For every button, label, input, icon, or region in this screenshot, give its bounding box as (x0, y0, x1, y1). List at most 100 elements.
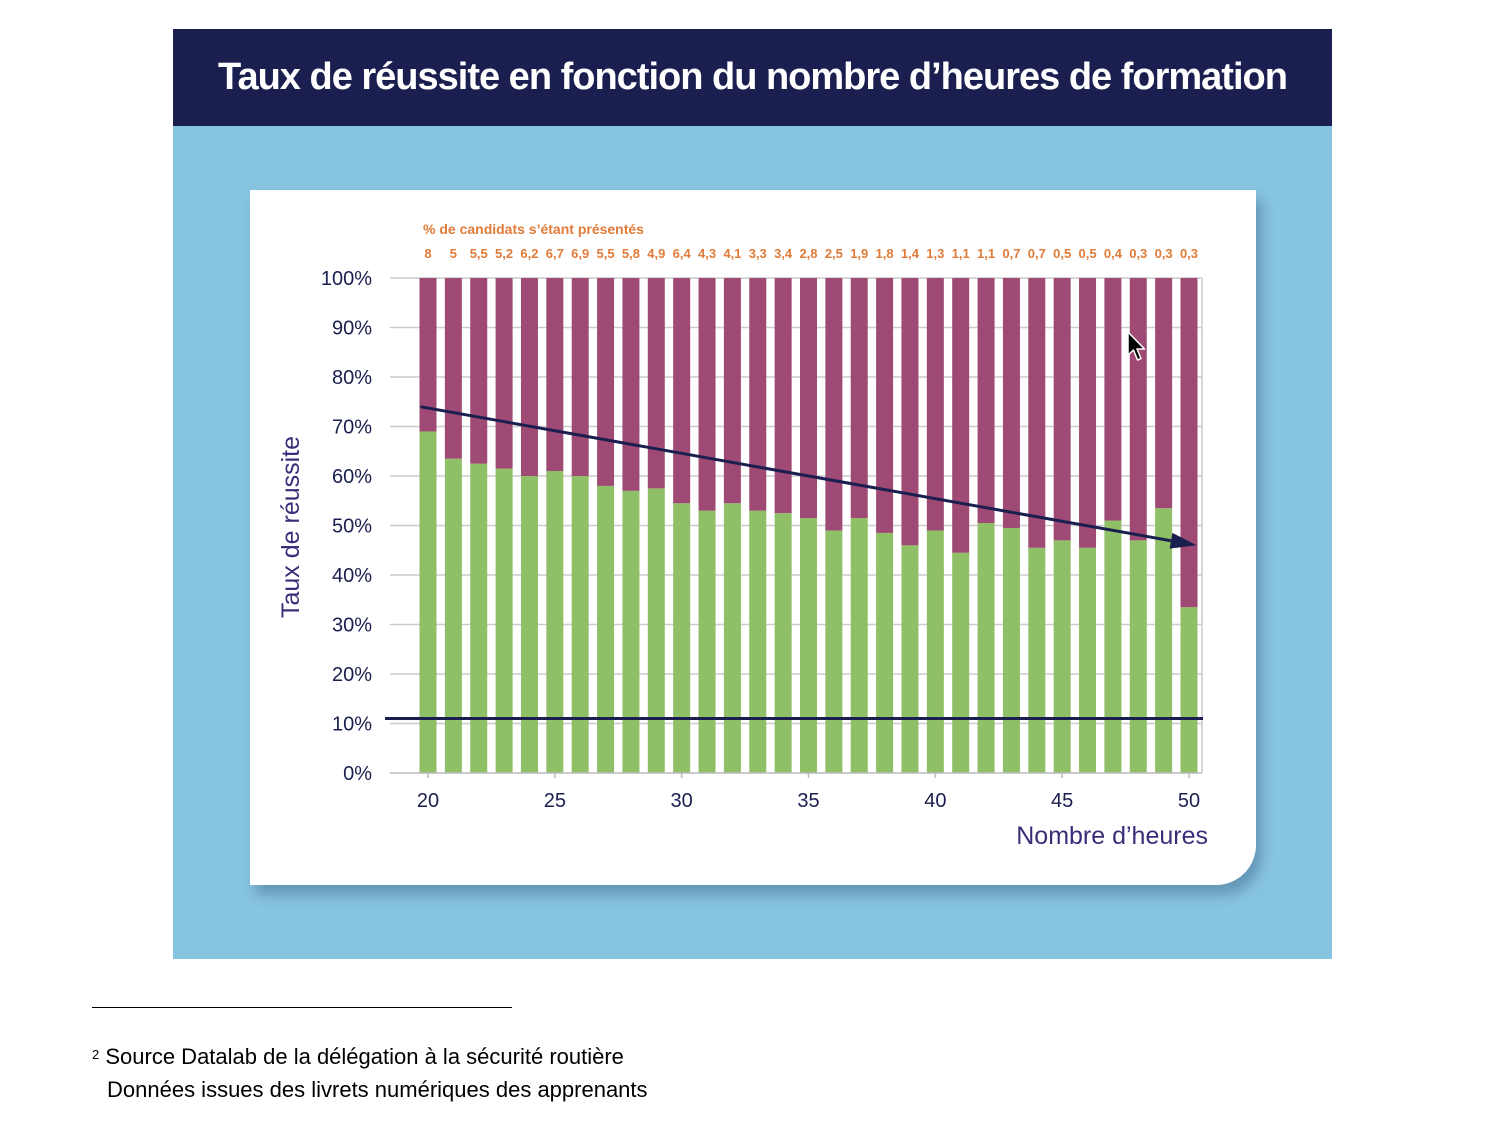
x-tick-label: 45 (1051, 790, 1073, 812)
bar-failure (901, 278, 919, 546)
footnote: 2 Source Datalab de la délégation à la s… (92, 1040, 992, 1106)
bar-failure (1155, 278, 1173, 509)
candidates-pct-label: 1,1 (977, 246, 995, 261)
trend-line (420, 405, 1172, 543)
bar-success (1129, 540, 1147, 773)
y-axis-label: Taux de réussite (277, 436, 305, 618)
candidates-pct-label: 0,3 (1180, 246, 1198, 261)
bar-success (749, 510, 767, 773)
bar-failure (876, 278, 894, 533)
bar-failure (1104, 278, 1122, 521)
bar-success (673, 503, 691, 773)
bar-failure (571, 278, 589, 476)
bar-success (520, 476, 538, 773)
footnote-separator (92, 1007, 512, 1008)
candidates-pct-label: 6,7 (546, 246, 564, 261)
bar-failure (800, 278, 817, 519)
candidates-pct-label: 4,3 (698, 246, 716, 261)
candidates-pct-label: 1,8 (876, 246, 894, 261)
bar-success (1180, 607, 1198, 773)
y-tick-label: 100% (321, 268, 372, 290)
bar-failure (723, 278, 741, 504)
candidates-pct-label: 1,4 (901, 246, 920, 261)
x-tick-label: 50 (1178, 790, 1200, 812)
y-tick-label: 0% (343, 763, 372, 785)
bar-failure (825, 278, 843, 531)
candidates-pct-label: 0,4 (1104, 246, 1123, 261)
candidates-pct-label: 4,9 (647, 246, 665, 261)
bar-success (1053, 540, 1071, 773)
bar-failure (749, 278, 767, 511)
candidates-pct-label: 5,8 (622, 246, 640, 261)
bar-success (825, 530, 843, 773)
bar-success (926, 530, 944, 773)
bar-success (1104, 520, 1122, 773)
bar-success (470, 463, 488, 773)
candidates-pct-label: 2,5 (825, 246, 843, 261)
x-tick-label: 20 (417, 790, 439, 812)
candidates-pct-label: 5 (450, 246, 457, 261)
candidates-pct-label: 6,2 (520, 246, 538, 261)
bar-success (444, 458, 462, 773)
candidates-pct-label: 4,1 (723, 246, 741, 261)
candidates-pct-label: 6,9 (571, 246, 589, 261)
footnote-number: 2 (92, 1047, 100, 1062)
bar-failure (698, 278, 716, 511)
bar-failure (1129, 278, 1147, 541)
bar-success (546, 471, 564, 773)
bar-success (495, 468, 513, 773)
candidates-pct-label: 1,9 (850, 246, 868, 261)
bar-success (1079, 547, 1097, 773)
bar-success (723, 503, 741, 773)
chart-title: Taux de réussite en fonction du nombre d… (218, 56, 1288, 98)
y-tick-label: 50% (332, 516, 372, 538)
candidates-pct-label: 0,5 (1078, 246, 1096, 261)
x-tick-label: 40 (924, 790, 946, 812)
chart-plot: 0% 10% 20% 30% 40% 50% 60% 70% 80% 90% 100% 20 25 30 3… (277, 221, 1208, 850)
bar-success (1155, 508, 1173, 773)
candidates-pct-label: 0,3 (1155, 246, 1173, 261)
bar-success (850, 518, 868, 773)
bar-failure (977, 278, 995, 524)
bar-failure (850, 278, 868, 519)
y-tick-label: 90% (332, 318, 372, 340)
x-tick-label: 35 (797, 790, 819, 812)
bar-failure (926, 278, 944, 531)
bar-success (698, 510, 716, 773)
trend-arrowhead (1169, 532, 1197, 549)
y-tick-label: 30% (332, 615, 372, 637)
candidates-pct-label: 0,3 (1129, 246, 1147, 261)
bar-success (1002, 527, 1020, 773)
mouse-cursor-icon (1127, 331, 1146, 361)
candidates-pct-label: 0,7 (1028, 246, 1046, 261)
bar-failure (520, 278, 538, 476)
candidates-pct-label: 5,5 (597, 246, 615, 261)
bar-failure (495, 278, 513, 469)
candidates-pct-label: 1,1 (952, 246, 970, 261)
bar-failure (546, 278, 564, 472)
candidates-pct-label: 1,3 (926, 246, 944, 261)
y-tick-label: 10% (332, 714, 372, 736)
bar-failure (444, 278, 462, 459)
bar-failure (1079, 278, 1097, 548)
bar-failure (1028, 278, 1046, 548)
y-tick-label: 40% (332, 565, 372, 587)
y-tick-label: 20% (332, 664, 372, 686)
bar-success (647, 488, 665, 773)
candidates-pct-label: 8 (424, 246, 431, 261)
bar-success (1028, 547, 1046, 773)
bar-success (597, 485, 615, 773)
footnote-line-1: 2 Source Datalab de la délégation à la s… (92, 1044, 624, 1069)
bar-failure (647, 278, 665, 489)
x-axis-label: Nombre d’heures (1016, 822, 1208, 850)
candidates-pct-label: 2,8 (799, 246, 817, 261)
bar-success (901, 545, 919, 773)
candidates-pct-label: 6,4 (673, 246, 692, 261)
bar-success (419, 431, 437, 773)
bar-failure (622, 278, 640, 491)
bar-success (800, 518, 817, 773)
y-tick-label: 60% (332, 466, 372, 488)
bar-failure (673, 278, 691, 504)
bar-success (774, 513, 792, 773)
bar-success (622, 490, 640, 773)
